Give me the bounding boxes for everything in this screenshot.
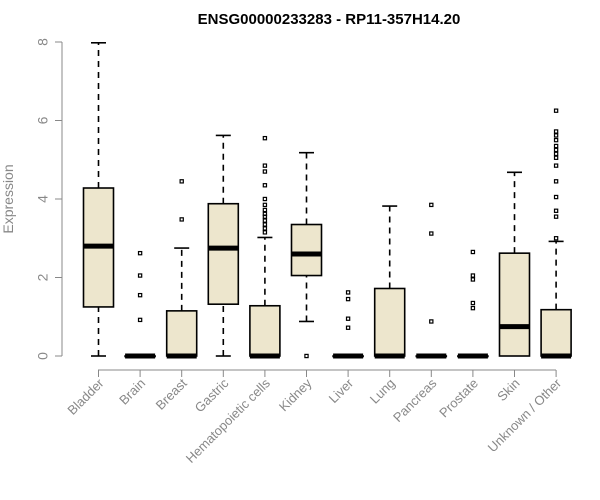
x-tick-label: Skin <box>494 376 522 404</box>
box-series <box>82 41 572 359</box>
outlier-point <box>179 217 184 222</box>
outlier-point <box>553 179 559 184</box>
outlier-point <box>553 133 559 138</box>
box-group <box>373 205 406 359</box>
y-tick-label: 6 <box>35 116 51 124</box>
outlier-point <box>470 305 476 311</box>
outlier-point <box>470 277 476 282</box>
outlier-point <box>262 169 268 174</box>
x-tick-label: Liver <box>326 375 357 406</box>
box-rect <box>290 223 323 277</box>
outlier-point <box>262 196 268 202</box>
outlier-point <box>429 202 434 208</box>
outlier-point <box>262 135 268 141</box>
y-tick-label: 8 <box>35 38 51 46</box>
box-group <box>540 108 572 359</box>
outlier-point <box>137 273 143 278</box>
outlier-point <box>262 211 268 217</box>
x-tick-label: Bladder <box>64 375 107 418</box>
box-group <box>165 179 198 359</box>
y-tick-label: 0 <box>35 352 51 360</box>
outlier-point <box>553 137 559 143</box>
y-tick-label: 2 <box>35 273 51 281</box>
outlier-point <box>470 249 476 255</box>
box-group <box>207 134 240 357</box>
outlier-point <box>345 325 351 330</box>
outlier-point <box>553 208 559 213</box>
x-tick-label: Pancreas <box>390 375 440 425</box>
outlier-point <box>262 207 268 213</box>
box-rect <box>207 202 240 305</box>
outlier-point <box>262 183 268 188</box>
outlier-point <box>553 108 559 113</box>
x-tick-label: Unknown / Other <box>485 375 565 455</box>
x-tick-label: Gastric <box>192 375 232 415</box>
x-tick-label: Breast <box>153 375 190 412</box>
box-group <box>290 151 323 359</box>
outlier-point <box>262 218 268 223</box>
y-tick-label: 4 <box>35 195 51 203</box>
box-group <box>457 249 489 359</box>
box-group <box>82 41 115 357</box>
box-rect <box>498 252 531 357</box>
outlier-point <box>262 230 268 235</box>
outlier-point <box>429 319 434 324</box>
outlier-point <box>345 296 351 302</box>
outlier-point <box>345 290 351 295</box>
outlier-point <box>137 250 143 256</box>
box-group <box>249 135 281 359</box>
outlier-point <box>137 292 143 298</box>
outlier-point <box>470 300 476 306</box>
box-group <box>498 171 531 357</box>
outlier-point <box>553 147 559 153</box>
x-tick-label: Prostate <box>436 376 481 421</box>
outlier-point <box>429 231 434 236</box>
y-axis-ticks: 0 2 4 6 8 <box>35 38 62 360</box>
outlier-point <box>179 179 184 184</box>
outlier-point <box>553 163 559 168</box>
outlier-point <box>304 353 309 359</box>
outlier-point <box>553 151 559 157</box>
x-tick-label: Kidney <box>276 375 315 414</box>
box-group <box>124 250 156 359</box>
outlier-point <box>553 155 559 160</box>
outlier-point <box>262 222 268 227</box>
box-rect <box>165 310 198 357</box>
x-tick-label: Brain <box>116 376 148 408</box>
outlier-point <box>345 316 351 321</box>
x-tick-label: Lung <box>367 376 398 407</box>
box-rect <box>373 287 406 357</box>
box-group <box>415 202 448 359</box>
outlier-point <box>262 226 268 231</box>
outlier-point <box>553 143 559 149</box>
y-axis-label: Expression <box>0 164 16 233</box>
outlier-point <box>553 194 559 200</box>
outlier-point <box>262 163 268 168</box>
outlier-point <box>137 317 143 323</box>
outlier-point <box>553 129 559 134</box>
box-group <box>332 290 364 359</box>
box-rect <box>249 304 281 357</box>
outlier-point <box>470 273 476 278</box>
outlier-point <box>553 236 559 241</box>
box-rect <box>540 308 572 357</box>
chart-title: ENSG00000233283 - RP11-357H14.20 <box>198 11 461 28</box>
outlier-point <box>262 202 268 208</box>
outlier-point <box>553 214 559 219</box>
